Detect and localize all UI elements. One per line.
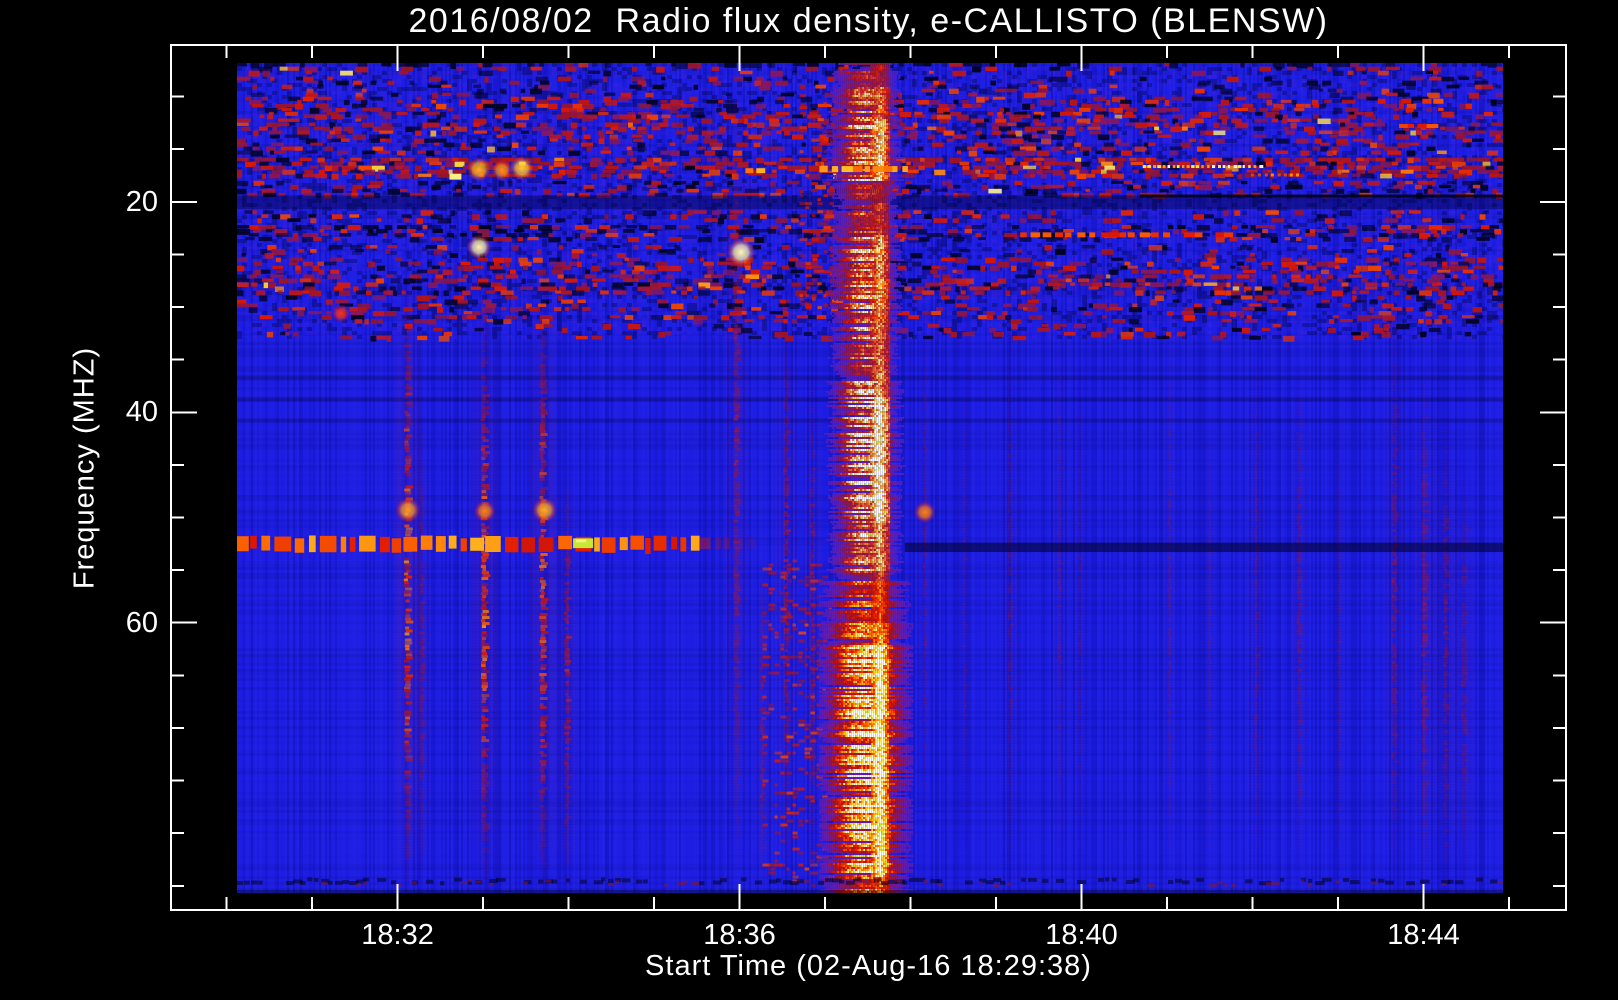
x-tick-label: 18:40 (1045, 919, 1118, 951)
y-axis-title: Frequency (MHZ) (68, 346, 101, 590)
y-tick-label: 60 (125, 606, 158, 639)
chart-title: 2016/08/02 Radio flux density, e-CALLIST… (408, 2, 1329, 40)
x-tick-label: 18:32 (361, 919, 434, 951)
y-tick-label: 40 (125, 396, 158, 429)
y-tick-label: 20 (125, 185, 158, 218)
plot-frame (170, 44, 1567, 911)
axes-frame (170, 44, 1567, 911)
spectrogram-image (237, 63, 1503, 893)
x-axis-title: Start Time (02-Aug-16 18:29:38) (645, 950, 1092, 982)
x-tick-label: 18:36 (703, 919, 776, 951)
x-tick-label: 18:44 (1387, 919, 1460, 951)
